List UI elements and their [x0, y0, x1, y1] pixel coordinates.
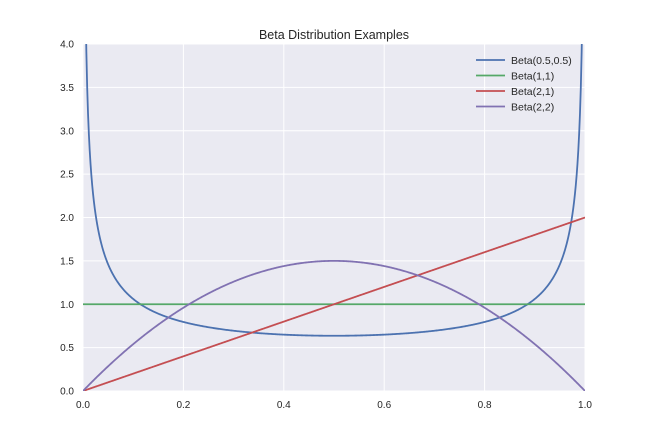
- x-tick-label: 0.2: [176, 400, 190, 411]
- y-tick-label: 1.0: [60, 300, 74, 311]
- legend-label: Beta(2,1): [511, 86, 554, 98]
- x-tick-label: 0.6: [377, 400, 391, 411]
- legend-label: Beta(0.5,0.5): [511, 55, 572, 67]
- y-tick-label: 2.0: [60, 213, 74, 224]
- y-tick-label: 3.5: [60, 83, 74, 94]
- chart-title: Beta Distribution Examples: [259, 28, 409, 42]
- y-tick-label: 1.5: [60, 256, 74, 267]
- series-line-4: [83, 259, 585, 391]
- y-tick-label: 2.5: [60, 170, 74, 181]
- y-tick-label: 4.0: [60, 40, 74, 51]
- x-tick-label: 1.0: [578, 400, 592, 411]
- legend-label: Beta(2,2): [511, 101, 554, 113]
- x-tick-label: 0.0: [76, 400, 90, 411]
- x-tick-label: 0.8: [478, 400, 492, 411]
- x-tick-label: 0.4: [277, 400, 291, 411]
- legend-label: Beta(1,1): [511, 70, 554, 82]
- y-tick-label: 3.0: [60, 126, 74, 137]
- series-lines: [83, 44, 585, 391]
- y-tick-label: 0.5: [60, 343, 74, 354]
- legend: Beta(0.5,0.5) Beta(1,1) Beta(2,1) Beta(2,2): [476, 55, 572, 113]
- x-tick-labels: 0.0 0.2 0.4 0.6 0.8 1.0: [76, 400, 592, 411]
- series-line-1: [85, 44, 583, 337]
- y-tick-labels: 0.0 0.5 1.0 1.5 2.0 2.5 3.0 3.5 4.0: [60, 40, 74, 398]
- y-tick-label: 0.0: [60, 387, 74, 398]
- series-line-3: [83, 216, 585, 391]
